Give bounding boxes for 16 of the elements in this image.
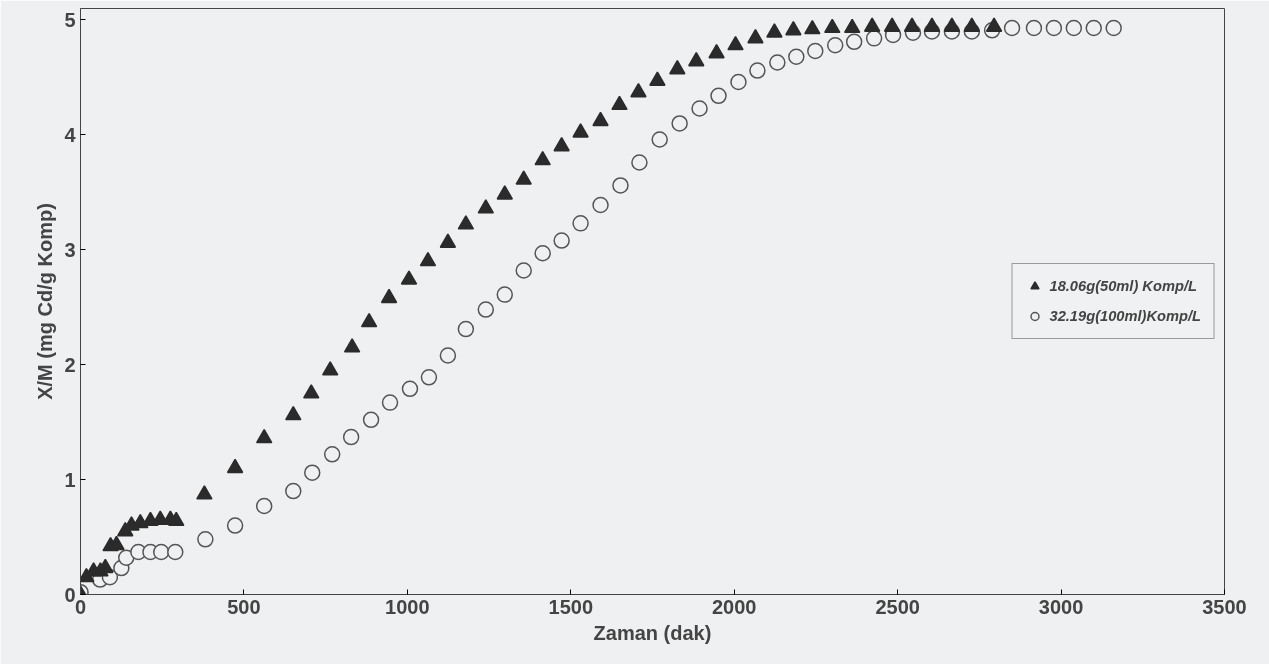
- x-tick-label: 500: [227, 595, 261, 618]
- y-tick-label: 2: [64, 353, 76, 376]
- x-axis-title: Zaman (dak): [593, 621, 712, 644]
- legend-label: 18.06g(50ml) Komp/L: [1049, 278, 1197, 294]
- y-tick-label: 1: [64, 468, 76, 491]
- x-tick-label: 1500: [548, 595, 594, 618]
- y-axis-title: X/M (mg Cd/g Komp): [34, 203, 57, 400]
- legend-label: 32.19g(100ml)Komp/L: [1049, 308, 1201, 324]
- x-tick-label: 2000: [711, 595, 757, 618]
- x-tick-label: 3000: [1038, 595, 1084, 618]
- y-tick-label: 3: [64, 238, 76, 261]
- x-tick-label: 2500: [875, 595, 920, 618]
- y-tick-label: 5: [64, 8, 76, 31]
- x-tick-label: 3500: [1202, 595, 1247, 618]
- y-tick-label: 4: [64, 123, 77, 146]
- x-tick-label: 1000: [385, 595, 430, 618]
